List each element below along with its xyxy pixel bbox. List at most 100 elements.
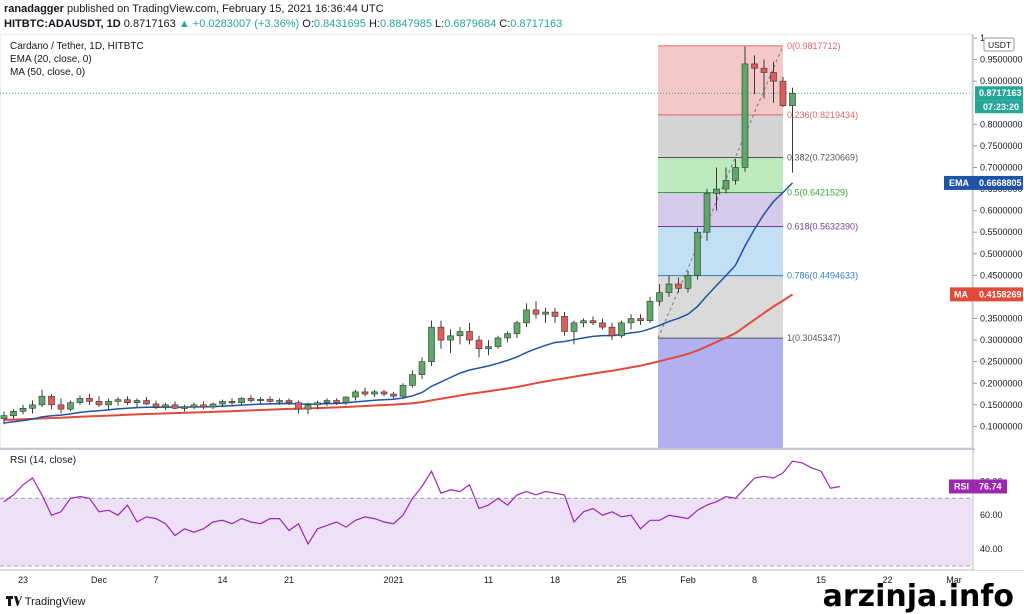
candle-body	[656, 292, 663, 302]
candle	[390, 391, 397, 399]
candle-body	[57, 404, 65, 410]
candle	[86, 394, 93, 405]
candle	[95, 396, 103, 407]
candle	[276, 398, 283, 405]
candle	[190, 402, 198, 410]
symbol-label: HITBTC:ADAUSDT, 1D	[4, 18, 121, 30]
candle-body	[114, 399, 122, 402]
fib-level-label: 0(0.9817712)	[787, 41, 841, 51]
price-tick-label: 0.3000000	[980, 335, 1023, 345]
candle-body	[466, 331, 473, 341]
candle	[285, 398, 293, 405]
time-tick-label: 21	[284, 575, 294, 585]
candle-body	[627, 318, 635, 324]
candle-body	[390, 393, 397, 397]
price-tick-label: 0.1500000	[980, 400, 1023, 410]
candle	[76, 395, 84, 405]
candle-body	[494, 337, 502, 347]
candle	[57, 398, 65, 414]
time-axis[interactable]: 23 Dec 7 14 21 2021 11 18 25 Feb 8 15 22 Mar	[18, 575, 962, 585]
candle	[551, 307, 559, 323]
candle	[181, 404, 188, 412]
price-tick-label: 0.5000000	[980, 249, 1023, 259]
candle-body	[418, 361, 426, 375]
tradingview-icon	[6, 596, 22, 606]
candle	[694, 227, 701, 280]
time-tick-label: Mar	[946, 575, 962, 585]
fib-zone	[658, 192, 783, 227]
fib-level-label: 0.5(0.6421529)	[787, 187, 848, 197]
candle	[523, 303, 530, 328]
candle-body	[105, 401, 112, 406]
tradingview-logo[interactable]: TradingView	[6, 596, 85, 608]
candle-body	[760, 67, 768, 73]
candle-body	[95, 401, 103, 406]
candle	[133, 398, 141, 407]
candle	[38, 389, 46, 407]
candle-body	[580, 320, 587, 324]
price-tick-label: 0.1000000	[980, 421, 1023, 431]
candle	[589, 316, 597, 325]
candle-body	[475, 339, 483, 350]
candle	[409, 370, 416, 388]
candle	[209, 402, 217, 410]
price-chart[interactable]: 0(0.9817712) 0.236(0.8219434) 0.382(0.7230…	[0, 34, 1024, 592]
candle	[437, 320, 445, 349]
candle-body	[76, 398, 84, 403]
candle	[418, 357, 426, 379]
candle-body	[266, 398, 274, 402]
main-pane-border	[0, 34, 973, 449]
price-tick-label: 0.9000000	[980, 76, 1023, 86]
fib-level-label: 0.786(0.4494633)	[787, 271, 858, 281]
candle	[171, 401, 179, 410]
candle	[542, 307, 549, 323]
ohlc-line: HITBTC:ADAUSDT, 1D 0.8717163 ▲ +0.028300…	[4, 18, 562, 30]
time-tick-label: 22	[882, 575, 892, 585]
candle-body	[713, 188, 720, 194]
rsi-line	[3, 460, 841, 546]
rsi-band	[0, 498, 972, 566]
candle	[352, 389, 359, 401]
candle	[779, 76, 787, 108]
fib-retracement[interactable]: 0(0.9817712) 0.236(0.8219434) 0.382(0.7230…	[657, 41, 858, 448]
time-tick-label: 23	[18, 575, 28, 585]
candle-body	[513, 322, 521, 334]
candle	[219, 399, 226, 407]
fib-level-label: 1(0.3045347)	[787, 333, 841, 343]
fib-zone	[658, 114, 783, 158]
author-name[interactable]: ranadagger	[4, 3, 64, 15]
candle	[342, 396, 350, 405]
fib-zone	[658, 157, 783, 193]
fib-trend-line[interactable]	[657, 45, 784, 339]
ema-tag-name-bg	[944, 175, 975, 190]
candle-body	[285, 400, 293, 403]
candle-body	[675, 283, 682, 289]
ma-legend: MA (50, close, 0)	[10, 67, 85, 78]
time-tick-label: 18	[550, 575, 560, 585]
candle	[665, 275, 673, 297]
candle	[722, 167, 730, 194]
candle-body	[171, 404, 179, 409]
candle	[333, 398, 340, 405]
candle-body	[608, 326, 616, 337]
candle-body	[152, 403, 160, 408]
candle	[29, 400, 36, 414]
candle	[656, 284, 663, 306]
rsi-tag-bg	[975, 479, 1007, 494]
candle-body	[684, 275, 692, 289]
last-price: 0.8717163	[123, 18, 176, 30]
ma-tag-bg	[975, 287, 1023, 302]
candle	[618, 320, 625, 338]
candle	[494, 335, 502, 349]
rsi-tag-value: 76.74	[979, 481, 1002, 491]
candle-body	[551, 311, 559, 317]
candle-body	[19, 407, 27, 412]
currency-box[interactable]	[983, 37, 1015, 52]
candle	[475, 335, 483, 358]
candle	[67, 400, 74, 412]
candle-body	[124, 399, 131, 403]
candle-body	[732, 167, 739, 181]
candle	[751, 55, 758, 95]
time-tick-label: 2021	[383, 575, 403, 585]
